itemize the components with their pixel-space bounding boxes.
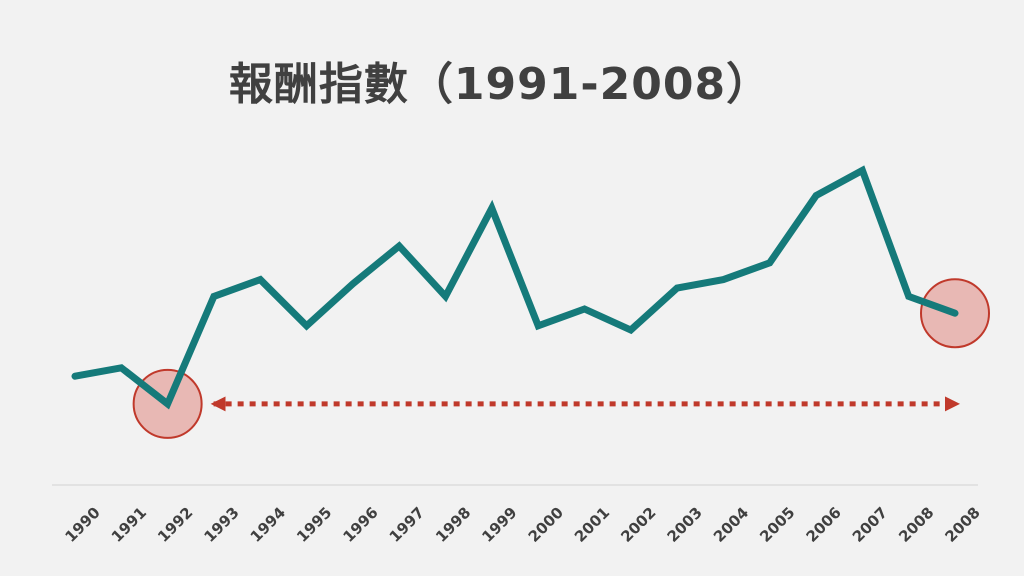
x-tick-label: 1997 [386, 504, 428, 546]
x-tick-label: 2006 [803, 504, 845, 546]
x-tick-label: 1990 [62, 504, 104, 546]
x-tick-label: 1996 [339, 504, 381, 546]
x-tick-label: 2005 [756, 504, 798, 546]
x-tick-label: 1998 [432, 504, 474, 546]
x-tick-label: 2007 [849, 504, 891, 546]
x-tick-label: 2002 [617, 504, 659, 546]
series-line [71, 165, 959, 410]
x-tick-label: 2008 [895, 504, 937, 546]
x-tick-label: 2000 [525, 504, 567, 546]
x-tick-label: 2008 [942, 504, 984, 546]
x-tick-label: 2003 [664, 504, 706, 546]
x-tick-label: 1999 [478, 504, 520, 546]
chart-title: 報酬指數（1991-2008） [228, 59, 772, 110]
x-tick-label: 2004 [710, 504, 752, 546]
x-tick-label: 1993 [200, 504, 242, 546]
x-tick-label: 1992 [154, 504, 196, 546]
x-tick-label: 1995 [293, 504, 335, 546]
x-tick-label: 1994 [247, 504, 289, 546]
x-tick-label: 1991 [108, 504, 150, 546]
x-tick-label: 2001 [571, 504, 613, 546]
